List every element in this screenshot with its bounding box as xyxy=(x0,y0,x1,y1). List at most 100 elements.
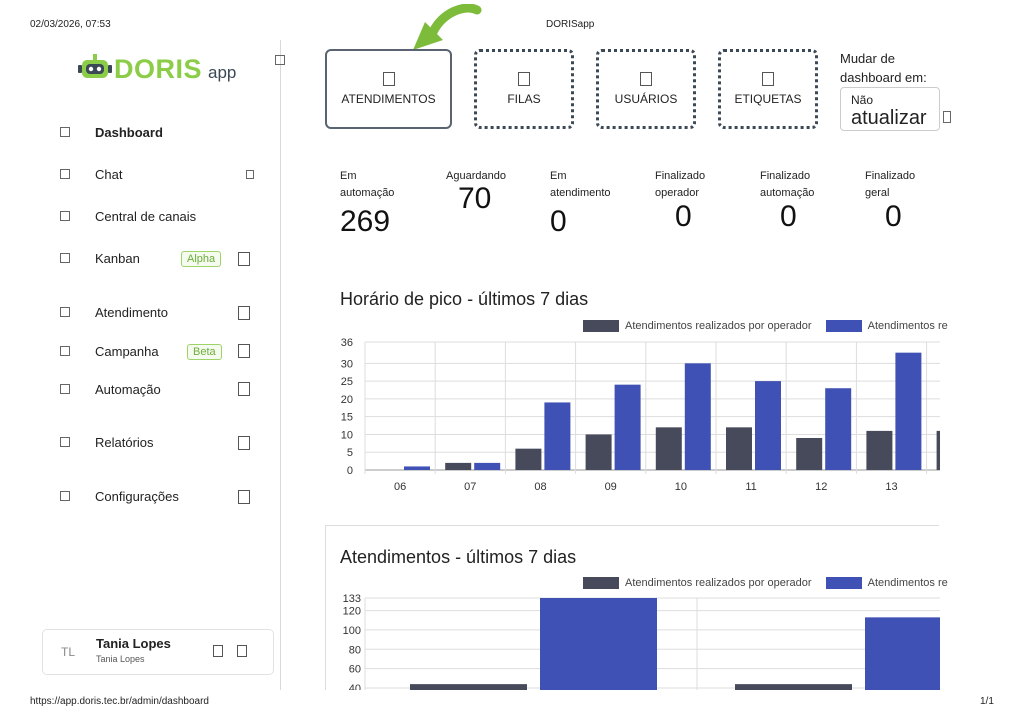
chat-new-icon[interactable] xyxy=(246,170,254,179)
tab-usuarios[interactable]: USUÁRIOS xyxy=(596,49,696,129)
chart1-ytick-label: 20 xyxy=(341,394,353,406)
sidebar-item-label: Chat xyxy=(95,166,123,182)
stat-finalizado-automacao-label: Finalizado automação xyxy=(760,170,815,199)
logo-subtext: app xyxy=(208,63,237,82)
chart1-xtick-label: 08 xyxy=(534,481,546,493)
chevron-down-icon[interactable] xyxy=(943,111,951,123)
sidebar-item-configuracoes[interactable]: Configurações xyxy=(60,487,179,505)
refresh-select-line2: atualizar xyxy=(851,107,927,129)
sidebar-item-label: Central de canais xyxy=(95,208,197,224)
legend-label-operator: Atendimentos realizados por operador xyxy=(625,320,812,332)
chart1-bar-operator xyxy=(655,427,682,470)
stat-finalizado-geral-value: 0 xyxy=(885,200,902,233)
doris-logo[interactable]: DORIS app xyxy=(78,52,253,86)
user-subtitle: Tania Lopes xyxy=(96,654,145,664)
automation-icon xyxy=(60,384,70,394)
chart1-xtick-label: 12 xyxy=(815,481,827,493)
chevron-down-icon[interactable] xyxy=(238,490,250,504)
sidebar-item-automacao[interactable]: Automação xyxy=(60,380,161,398)
refresh-label: Mudar de dashboard em: xyxy=(840,51,927,85)
sidebar-item-central-de-canais[interactable]: Central de canais xyxy=(60,207,196,225)
chart1-bar-operator xyxy=(726,427,752,470)
sidebar-divider xyxy=(280,40,281,690)
chart1-bar-automation xyxy=(895,352,922,470)
chart2-title: Atendimentos - últimos 7 dias xyxy=(340,547,577,567)
logo-text: DORIS xyxy=(114,54,203,84)
chart1-bar-operator xyxy=(866,430,893,470)
legend-label-automation: Atendimentos re xyxy=(867,320,948,332)
usuarios-tab-icon xyxy=(640,72,652,86)
chart1-bar-automation xyxy=(404,466,430,470)
beta-badge: Beta xyxy=(187,344,222,360)
chart1-xtick-label: 10 xyxy=(675,481,687,493)
chart2-card-border-left xyxy=(325,525,326,690)
chart1-bar-operator xyxy=(515,448,542,470)
user-card[interactable]: TL Tania Lopes Tania Lopes xyxy=(42,629,274,675)
chart1-xtick-label: 13 xyxy=(885,481,897,493)
chart2-ytick-label: 120 xyxy=(343,606,361,618)
sidebar-item-dashboard[interactable]: Dashboard xyxy=(60,123,163,141)
tab-atendimentos[interactable]: ATENDIMENTOS xyxy=(325,49,452,129)
legend-swatch-automation xyxy=(825,320,862,333)
alpha-badge: Alpha xyxy=(181,251,222,267)
sidebar-item-kanban[interactable]: Kanban xyxy=(60,249,140,267)
logout-icon[interactable] xyxy=(237,645,247,657)
sidebar-item-label: Automação xyxy=(95,381,161,397)
legend-label-operator: Atendimentos realizados por operador xyxy=(625,577,812,589)
sidebar-collapse-icon[interactable] xyxy=(275,55,285,65)
chart1-ytick-label: 36 xyxy=(341,337,353,349)
user-settings-icon[interactable] xyxy=(213,645,223,657)
chart1-xtick-label: 11 xyxy=(745,481,756,493)
chart1-ytick-label: 5 xyxy=(347,447,353,459)
legend-swatch-automation xyxy=(825,577,862,590)
chart1-bar-operator xyxy=(585,434,612,470)
sidebar-item-relatorios[interactable]: Relatórios xyxy=(60,433,154,451)
chart1-ytick-label: 25 xyxy=(341,376,353,388)
avatar: TL xyxy=(61,645,76,659)
channels-icon xyxy=(60,211,70,221)
sidebar-item-campanha[interactable]: Campanha xyxy=(60,342,159,360)
refresh-interval-select[interactable]: Não atualizar xyxy=(840,87,940,131)
chart2-legend: Atendimentos realizados por operador Ate… xyxy=(583,577,948,590)
chat-icon xyxy=(60,169,70,179)
tab-label: FILAS xyxy=(507,92,541,106)
settings-icon xyxy=(60,491,70,501)
chart1-legend: Atendimentos realizados por operador Ate… xyxy=(583,320,948,333)
sidebar-item-label: Configurações xyxy=(95,488,179,504)
tab-filas[interactable]: FILAS xyxy=(474,49,574,129)
chart1-xtick-label: 09 xyxy=(605,481,617,493)
chart1-xtick-label: 07 xyxy=(464,481,476,493)
tab-etiquetas[interactable]: ETIQUETAS xyxy=(718,49,818,129)
stat-em-atendimento-label: Em atendimento xyxy=(550,170,611,199)
chevron-down-icon[interactable] xyxy=(238,382,250,396)
chart1-xtick-label: 06 xyxy=(394,481,406,493)
chart1-bar-automation xyxy=(825,388,852,470)
sidebar-item-label: Atendimento xyxy=(95,304,168,320)
sidebar-item-atendimento[interactable]: Atendimento xyxy=(60,303,168,321)
green-arrow-icon xyxy=(413,4,482,50)
chevron-down-icon[interactable] xyxy=(238,306,250,320)
chevron-down-icon[interactable] xyxy=(238,436,250,450)
tab-label: ETIQUETAS xyxy=(734,92,802,106)
stat-finalizado-automacao-value: 0 xyxy=(780,200,797,233)
stat-aguardando-label: Aguardando xyxy=(446,170,506,182)
chevron-down-icon[interactable] xyxy=(238,252,250,266)
chart1-bar-operator xyxy=(445,462,472,470)
chevron-down-icon[interactable] xyxy=(238,344,250,358)
stat-finalizado-operador-value: 0 xyxy=(675,200,692,233)
chart1-ytick-label: 15 xyxy=(341,412,353,424)
legend-label-automation: Atendimentos re xyxy=(867,577,948,589)
chart2-bar-operator xyxy=(410,684,527,690)
chart2-bar-automation xyxy=(865,617,940,690)
chart1-bar-automation xyxy=(544,402,571,470)
stat-em-automacao-label: Em automação xyxy=(340,170,395,199)
dashboard-icon xyxy=(60,127,70,137)
sidebar-item-label: Campanha xyxy=(95,343,159,359)
chart2-bar-automation xyxy=(540,598,657,690)
stat-em-automacao-value: 269 xyxy=(340,205,391,238)
sidebar-item-chat[interactable]: Chat xyxy=(60,165,122,183)
tab-label: USUÁRIOS xyxy=(614,92,678,106)
chart1-ytick-label: 10 xyxy=(341,429,353,441)
peak-hours-chart: 0 5 10 15 20 25 30 36 06 07 08 09 10 11 12 13 xyxy=(341,337,940,493)
